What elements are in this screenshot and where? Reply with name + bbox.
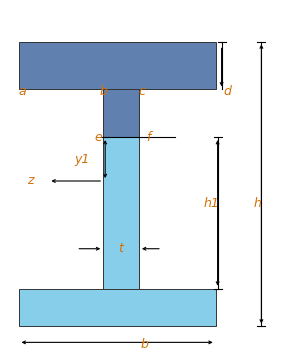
Text: a: a	[19, 85, 26, 98]
Text: b: b	[141, 338, 149, 351]
Text: c: c	[139, 85, 146, 98]
Text: e: e	[94, 131, 102, 144]
Text: h1: h1	[204, 197, 219, 210]
Text: b: b	[99, 85, 107, 98]
Bar	[103, 137, 139, 290]
Text: y1: y1	[74, 153, 90, 165]
Bar	[19, 42, 216, 89]
Text: z: z	[27, 174, 34, 187]
Text: t: t	[119, 242, 124, 255]
Bar	[19, 289, 216, 326]
Text: h: h	[253, 197, 261, 210]
Text: d: d	[224, 85, 232, 98]
Bar	[103, 89, 139, 137]
Text: f: f	[146, 131, 150, 144]
